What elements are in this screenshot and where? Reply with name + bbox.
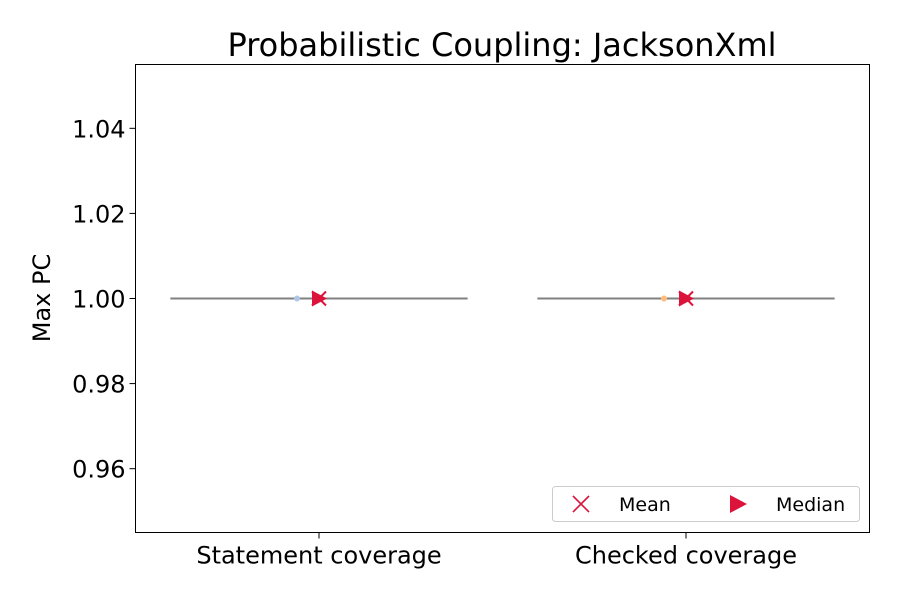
y-axis: 0.96 0.98 1.00 1.02 1.04 [72,115,136,484]
data-point [294,295,300,302]
mean-marker [311,290,327,307]
legend: Mean Median [552,486,860,522]
x-tick-label: Checked coverage [575,542,797,570]
y-tick-label: 1.04 [72,115,125,143]
chart-title: Probabilistic Coupling: JacksonXml [227,26,776,64]
legend-label-mean: Mean [619,494,671,516]
points-layer [294,290,694,307]
legend-label-median: Median [776,494,845,516]
x-marker-icon [572,495,590,513]
y-axis-label: Max PC [28,254,56,342]
mean-marker [678,290,694,307]
y-tick-label: 0.98 [72,371,125,399]
x-axis: Statement coverage Checked coverage [196,532,797,570]
data-point [661,295,667,302]
triangle-right-icon [730,495,747,513]
y-tick-label: 1.02 [72,200,125,228]
y-tick-label: 1.00 [72,286,125,314]
x-tick-label: Statement coverage [196,542,441,570]
legend-frame [552,486,860,522]
y-tick-label: 0.96 [72,456,125,484]
